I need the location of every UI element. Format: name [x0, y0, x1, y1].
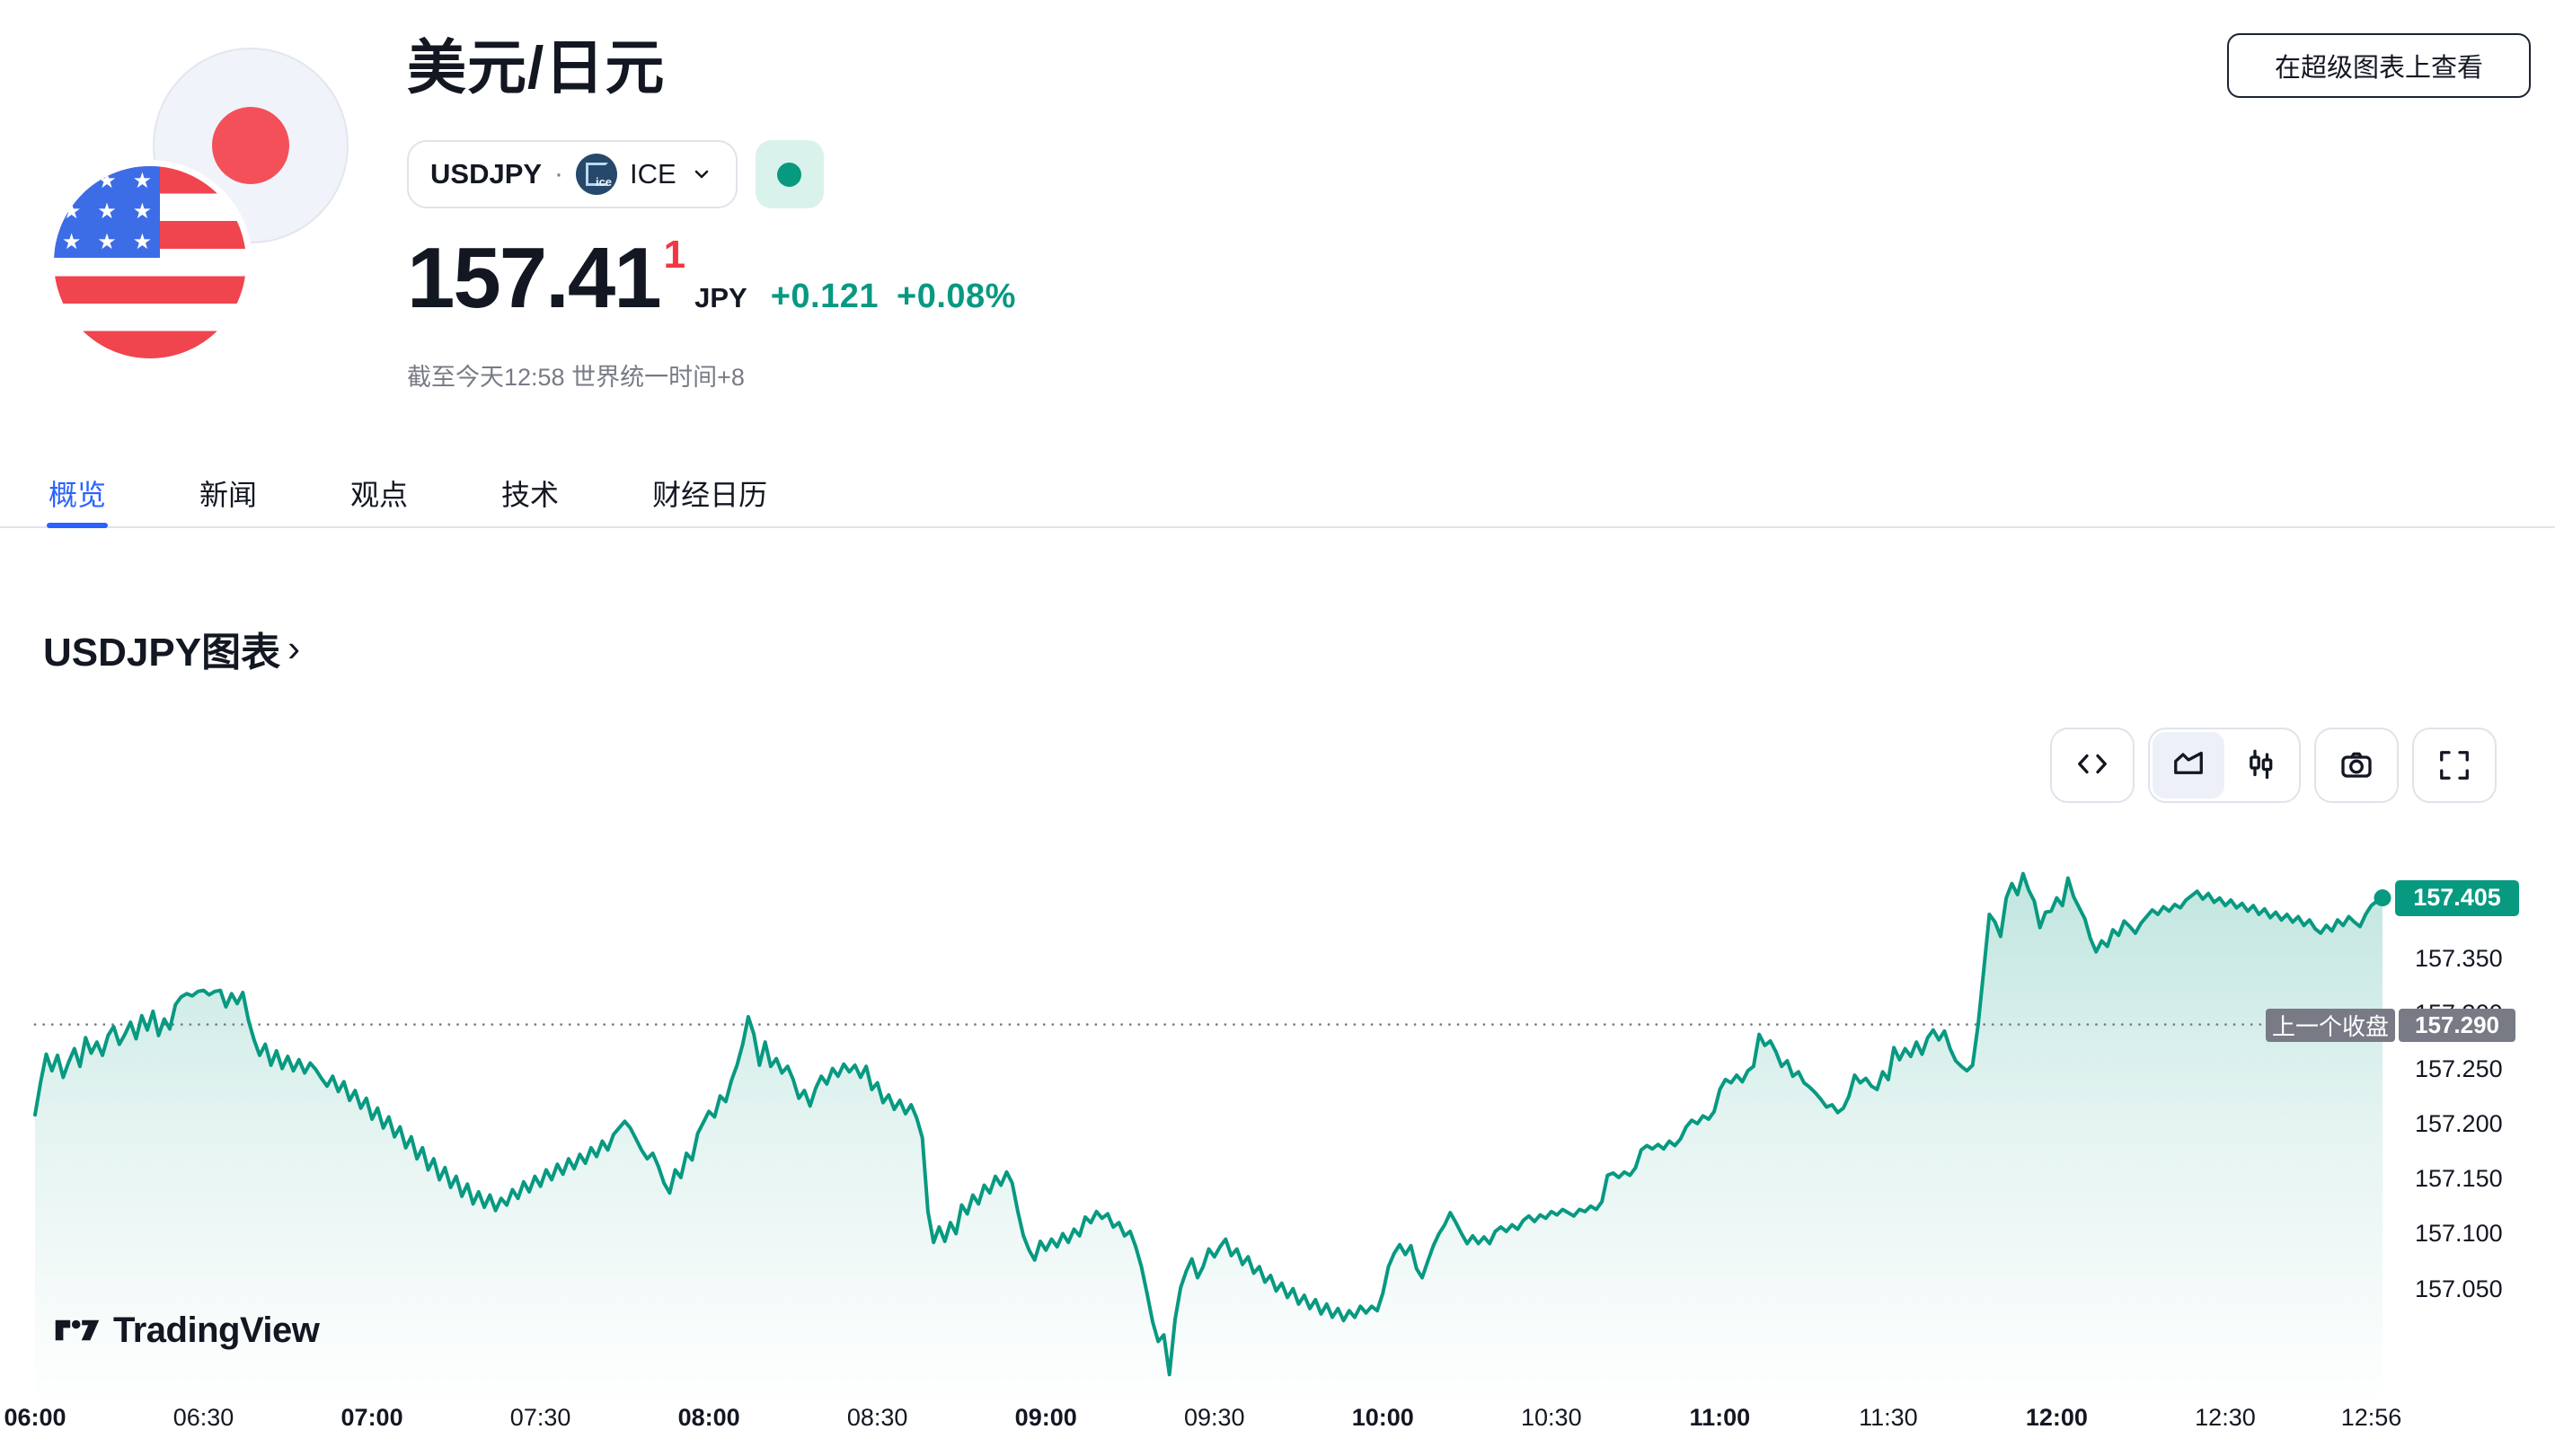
chart-toolbar	[2050, 728, 2497, 803]
price-tick-label: 157.300	[2415, 1000, 2503, 1028]
time-tick-label: 06:30	[172, 1404, 234, 1431]
tab-bar: 概览 新闻 观点 技术 财经日历	[0, 460, 2555, 528]
change-percent: +0.08%	[897, 278, 1016, 315]
fullscreen-button[interactable]	[2412, 728, 2497, 803]
previous-close-value-badge: 157.290	[2399, 1008, 2515, 1042]
last-price-dot	[2374, 889, 2391, 907]
chart-section-title: USDJPY图表	[43, 631, 281, 675]
tab-观点[interactable]: 观点	[350, 460, 408, 526]
market-status-badge	[755, 140, 824, 208]
candlestick-chart-type-button[interactable]	[2224, 732, 2296, 799]
tab-技术[interactable]: 技术	[501, 460, 559, 526]
time-tick-label: 06:00	[4, 1404, 66, 1431]
price-tick-label: 157.050	[2415, 1275, 2503, 1302]
tradingview-logo-icon	[55, 1319, 100, 1341]
chevron-right-icon: ›	[287, 627, 301, 669]
tab-财经日历[interactable]: 财经日历	[652, 460, 767, 526]
chevron-down-icon	[694, 170, 709, 179]
time-tick-label: 08:30	[846, 1404, 908, 1431]
area-chart-icon	[2174, 751, 2203, 774]
price-tick-label: 157.100	[2415, 1220, 2503, 1248]
tradingview-logo-text: TradingView	[113, 1310, 320, 1350]
embed-code-icon	[2078, 754, 2107, 774]
symbol-switcher-button[interactable]: USDJPY · ice ICE	[407, 140, 738, 208]
time-tick-label: 10:00	[1351, 1404, 1414, 1431]
time-tick-label: 11:00	[1689, 1404, 1751, 1431]
price-tick-label: 157.350	[2415, 945, 2503, 973]
change-absolute: +0.121	[770, 278, 880, 315]
exchange-name: ICE	[630, 158, 676, 190]
camera-icon	[2341, 752, 2372, 778]
price-tick-label: 157.250	[2415, 1054, 2503, 1082]
time-tick-label: 12:30	[2195, 1404, 2256, 1431]
tab-概览[interactable]: 概览	[46, 460, 109, 528]
previous-close-label-badge: 上一个收盘	[2266, 1008, 2395, 1042]
time-tick-label: 07:00	[340, 1404, 403, 1431]
view-on-superchart-button[interactable]: 在超级图表上查看	[2227, 33, 2531, 98]
price-tick-label: 157.150	[2415, 1165, 2503, 1193]
quote-currency: JPY	[694, 282, 747, 313]
tab-新闻[interactable]: 新闻	[199, 460, 257, 526]
tradingview-watermark[interactable]: TradingView	[54, 1310, 320, 1351]
snapshot-button[interactable]	[2314, 728, 2399, 803]
fullscreen-icon	[2440, 751, 2469, 780]
separator-dot: ·	[554, 159, 564, 189]
as-of-timestamp: 截至今天12:58 世界统一时间+8	[407, 364, 745, 391]
area-fill	[35, 873, 2383, 1406]
embed-code-button[interactable]	[2050, 728, 2135, 803]
time-tick-label: 10:30	[1521, 1404, 1582, 1431]
time-tick-label: 08:00	[677, 1404, 740, 1431]
japan-flag-sun	[212, 107, 289, 184]
price-superscript: 1	[663, 233, 686, 277]
time-tick-label: 12:56	[2340, 1404, 2402, 1431]
candlestick-icon	[2250, 749, 2273, 780]
last-price: 157.41	[407, 230, 662, 326]
price-tick-label: 157.200	[2415, 1109, 2503, 1137]
time-tick-label: 12:00	[2025, 1404, 2088, 1431]
currency-pair-logo: ★ ★ ★ ★ ★ ★ ★ ★ ★	[54, 45, 355, 364]
time-tick-label: 09:00	[1014, 1404, 1077, 1431]
symbol-code: USDJPY	[430, 158, 543, 190]
page-title: 美元/日元	[407, 34, 666, 101]
time-tick-label: 09:30	[1183, 1404, 1245, 1431]
price-line	[33, 871, 2384, 1377]
chart-section-link[interactable]: USDJPY图表 ›	[43, 620, 300, 677]
price-row: 157.41 1 JPY +0.121 +0.08%	[407, 235, 1016, 322]
market-open-dot-icon	[777, 162, 802, 187]
chart-type-switch	[2148, 728, 2301, 803]
symbol-row: USDJPY · ice ICE	[407, 140, 824, 208]
time-tick-label: 07:30	[509, 1404, 571, 1431]
current-price-badge: 157.405	[2395, 879, 2519, 916]
previous-close-badges: 上一个收盘 157.290	[0, 1008, 2555, 1042]
time-tick-label: 11:30	[1859, 1404, 1918, 1431]
area-chart-type-button[interactable]	[2153, 732, 2224, 799]
us-flag-icon: ★ ★ ★ ★ ★ ★ ★ ★ ★	[54, 166, 246, 358]
ice-exchange-icon: ice	[576, 154, 618, 195]
us-flag-canton: ★ ★ ★ ★ ★ ★ ★ ★ ★	[54, 166, 160, 258]
